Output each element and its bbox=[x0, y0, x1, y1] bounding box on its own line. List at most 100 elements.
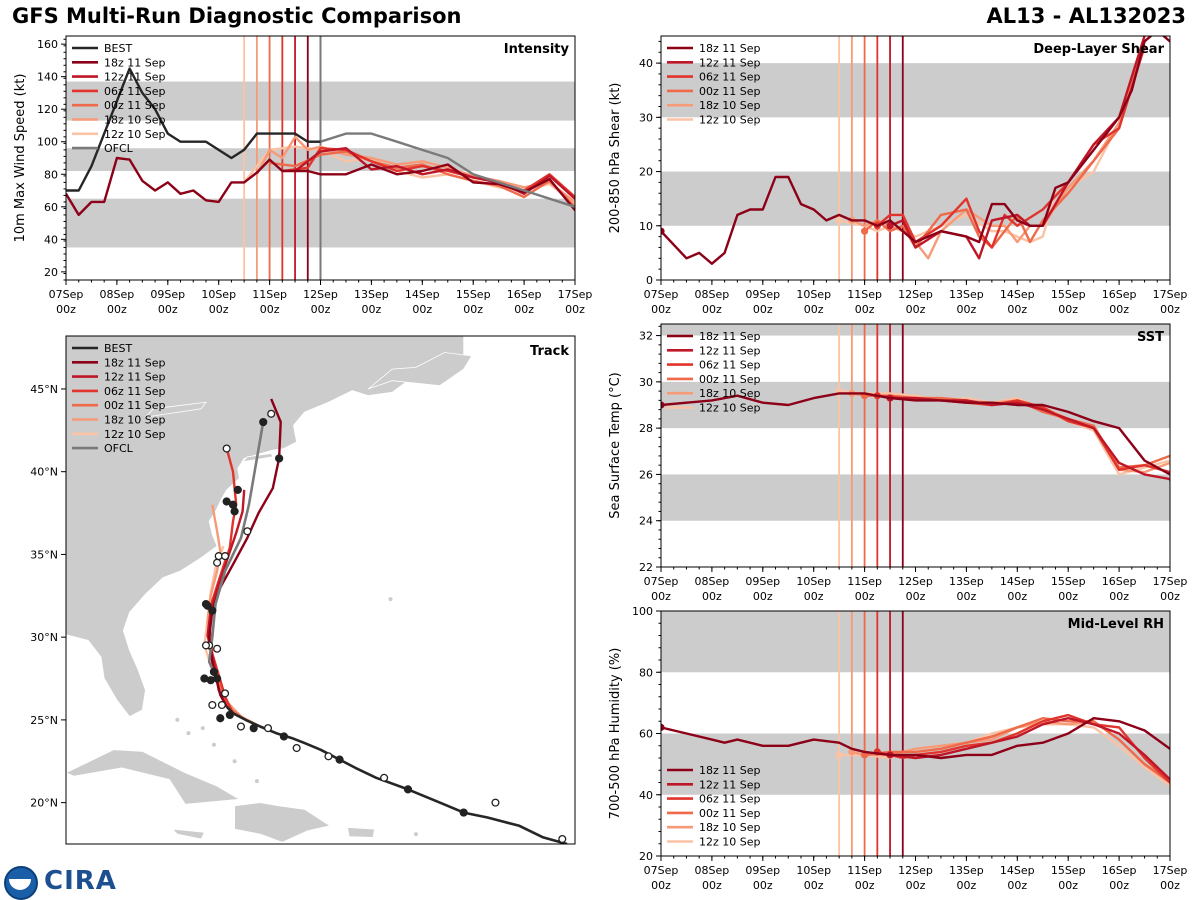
island-land bbox=[232, 759, 237, 764]
rh-series-06z-11-sep bbox=[877, 713, 1170, 784]
sst-xtick-label: 08Sep bbox=[695, 575, 730, 588]
intensity-xtick-label: 12Sep bbox=[303, 288, 338, 301]
sst-legend-label: 18z 11 Sep bbox=[699, 330, 761, 343]
shear-band bbox=[661, 63, 1170, 118]
shear-band bbox=[661, 171, 1170, 226]
track-lat-label: 40°N bbox=[30, 466, 58, 479]
intensity-ytick-label: 160 bbox=[37, 38, 58, 51]
track-marker-filled bbox=[203, 601, 212, 610]
maritimes-land bbox=[367, 352, 473, 390]
shear-xtick-label: 00z bbox=[906, 303, 926, 316]
intensity-legend-label: 06z 11 Sep bbox=[104, 85, 166, 98]
rh-legend-label: 18z 11 Sep bbox=[699, 764, 761, 777]
track-lat-label: 20°N bbox=[30, 797, 58, 810]
intensity-xtick-label: 00z bbox=[514, 303, 534, 316]
track-map-area bbox=[66, 336, 575, 894]
shear-ytick-label: 20 bbox=[639, 166, 653, 179]
sst-ylabel: Sea Surface Temp (°C) bbox=[608, 372, 623, 519]
track-marker-filled bbox=[335, 755, 344, 764]
hispaniola-land bbox=[234, 802, 332, 843]
track-marker-open bbox=[217, 700, 226, 710]
rh-legend-label: 12z 11 Sep bbox=[699, 778, 761, 791]
intensity-xtick-label: 00z bbox=[56, 303, 76, 316]
rh-series-12z-10-sep bbox=[839, 723, 1170, 787]
sst-xtick-label: 16Sep bbox=[1102, 575, 1137, 588]
rh-xtick-label: 00z bbox=[1160, 879, 1180, 892]
intensity-ytick-label: 20 bbox=[44, 266, 58, 279]
island-land bbox=[254, 779, 259, 784]
rh-xtick-label: 17Sep bbox=[1153, 864, 1188, 877]
track-marker-filled bbox=[222, 497, 231, 506]
rh-band bbox=[661, 611, 1170, 673]
sst-band bbox=[661, 474, 1170, 521]
intensity-ytick-label: 80 bbox=[44, 168, 58, 181]
sst-legend-label: 18z 10 Sep bbox=[699, 387, 761, 400]
shear-xtick-label: 00z bbox=[753, 303, 773, 316]
cira-logo: CIRA bbox=[4, 864, 116, 900]
track-lat-label: 30°N bbox=[30, 631, 58, 644]
intensity-xtick-label: 10Sep bbox=[201, 288, 236, 301]
rh-ytick-label: 60 bbox=[639, 728, 653, 741]
shear-xtick-label: 16Sep bbox=[1102, 288, 1137, 301]
shear-init-point bbox=[886, 222, 894, 230]
track-marker-open bbox=[263, 724, 273, 733]
track-legend-label: 18z 11 Sep bbox=[104, 356, 166, 369]
sst-xtick-label: 00z bbox=[957, 590, 977, 603]
island-land bbox=[433, 849, 437, 853]
track-legend-label: BEST bbox=[104, 342, 132, 355]
track-legend-label: OFCL bbox=[104, 442, 134, 455]
shear-ytick-label: 10 bbox=[639, 220, 653, 233]
sst-xtick-label: 09Sep bbox=[745, 575, 780, 588]
intensity-xtick-label: 07Sep bbox=[49, 288, 84, 301]
sst-xtick-label: 00z bbox=[855, 590, 875, 603]
sst-xtick-label: 07Sep bbox=[644, 575, 679, 588]
intensity-xtick-label: 14Sep bbox=[405, 288, 440, 301]
noaa-seal-wave-icon bbox=[9, 879, 31, 890]
island-land bbox=[175, 717, 180, 722]
track-legend-label: 12z 11 Sep bbox=[104, 371, 166, 384]
cuba-land bbox=[66, 749, 241, 805]
shear-xtick-label: 11Sep bbox=[847, 288, 882, 301]
shear-xtick-label: 15Sep bbox=[1051, 288, 1086, 301]
rh-legend-label: 06z 11 Sep bbox=[699, 793, 761, 806]
island-land bbox=[200, 726, 205, 731]
rh-ytick-label: 20 bbox=[639, 850, 653, 863]
track-legend-label: 12z 10 Sep bbox=[104, 428, 166, 441]
sst-band bbox=[661, 381, 1170, 429]
island-land bbox=[388, 597, 393, 602]
sst-legend-label: 00z 11 Sep bbox=[699, 373, 761, 386]
intensity-xtick-label: 00z bbox=[260, 303, 280, 316]
sst-band bbox=[661, 324, 1170, 336]
track-marker-open bbox=[222, 444, 231, 453]
shear-panel: 0 10 20 30 40 07Sep 00z 08Sep 00z 09Sep 00z 10Sep 00… bbox=[608, 35, 1187, 316]
page-title: GFS Multi-Run Diagnostic Comparison bbox=[12, 4, 462, 28]
shear-xtick-label: 12Sep bbox=[898, 288, 933, 301]
shear-legend-label: 18z 11 Sep bbox=[699, 42, 761, 55]
puerto-rico-land bbox=[347, 827, 376, 838]
intensity-xtick-label: 00z bbox=[209, 303, 229, 316]
intensity-plot-area bbox=[66, 36, 575, 280]
sst-ytick-label: 28 bbox=[639, 422, 653, 435]
track-lat-label: 25°N bbox=[30, 714, 58, 727]
shear-ytick-label: 30 bbox=[639, 111, 653, 124]
rh-plot-area bbox=[661, 611, 1170, 856]
shear-xtick-label: 00z bbox=[957, 303, 977, 316]
island-land bbox=[446, 890, 450, 894]
sst-ytick-label: 30 bbox=[639, 376, 653, 389]
shear-legend-label: 12z 11 Sep bbox=[699, 56, 761, 69]
intensity-series-ofcl bbox=[307, 132, 575, 208]
track-marker-open bbox=[221, 689, 230, 698]
sst-init-point bbox=[661, 401, 665, 409]
track-marker-open bbox=[292, 743, 301, 753]
track-title: Track bbox=[530, 344, 569, 359]
intensity-ytick-label: 40 bbox=[44, 233, 58, 246]
sst-xtick-label: 00z bbox=[702, 590, 722, 603]
sst-xtick-label: 14Sep bbox=[1000, 575, 1035, 588]
rh-xtick-label: 00z bbox=[651, 879, 671, 892]
track-marker-open bbox=[236, 722, 246, 731]
shear-legend-label: 00z 11 Sep bbox=[699, 85, 761, 98]
intensity-xtick-label: 08Sep bbox=[100, 288, 135, 301]
intensity-xtick-label: 13Sep bbox=[354, 288, 389, 301]
north-america-land bbox=[66, 336, 465, 718]
shear-xtick-label: 08Sep bbox=[695, 288, 730, 301]
